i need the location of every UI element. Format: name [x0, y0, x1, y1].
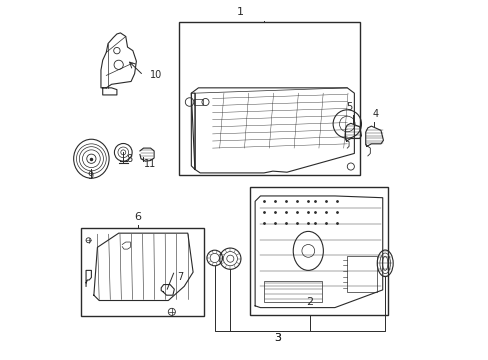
Bar: [346, 256, 377, 292]
Text: 5: 5: [345, 102, 351, 112]
Bar: [81, 228, 203, 316]
Text: 1: 1: [236, 6, 243, 17]
Text: 9: 9: [87, 171, 93, 181]
Text: 3: 3: [274, 333, 281, 343]
Bar: [193, 99, 202, 105]
Bar: [249, 187, 387, 315]
Text: 3: 3: [274, 333, 281, 343]
Bar: [264, 281, 322, 302]
Bar: [179, 22, 359, 175]
Text: 10: 10: [149, 71, 162, 80]
Text: 6: 6: [134, 212, 142, 222]
Text: 2: 2: [306, 297, 313, 307]
Text: 4: 4: [372, 109, 378, 120]
Text: 8: 8: [126, 154, 132, 164]
Text: 7: 7: [177, 273, 183, 283]
Text: 11: 11: [144, 159, 156, 169]
